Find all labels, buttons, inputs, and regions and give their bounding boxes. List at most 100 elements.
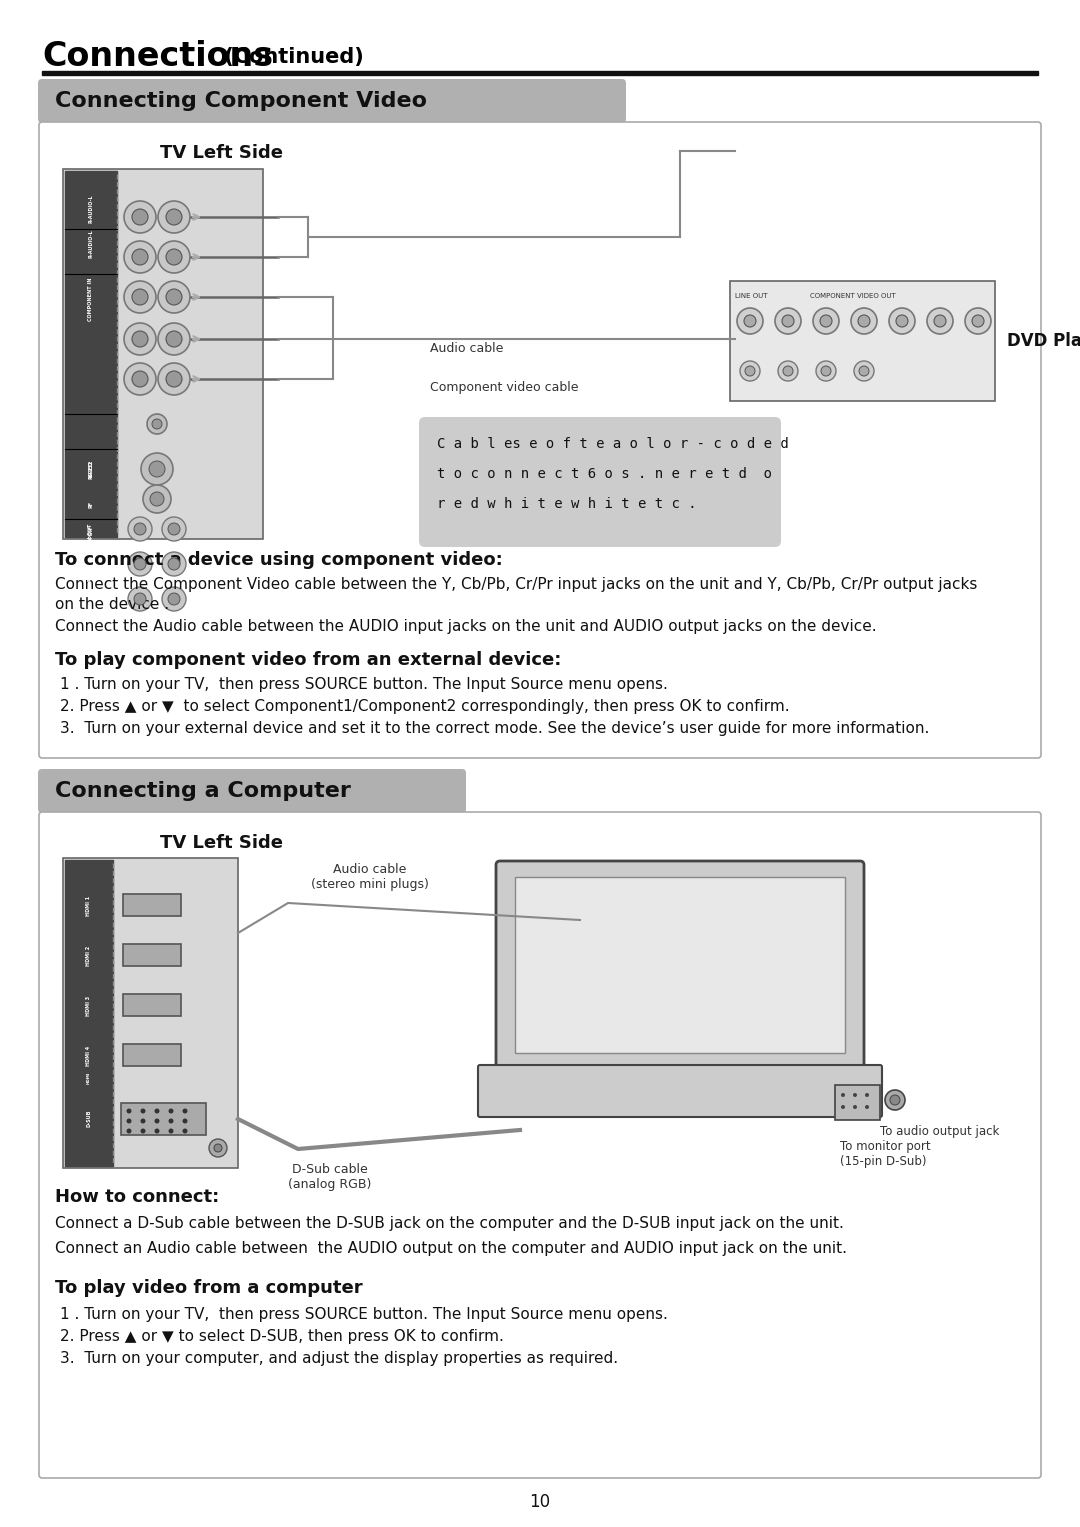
Circle shape — [158, 324, 190, 354]
Text: Audio cable: Audio cable — [430, 342, 503, 354]
Circle shape — [183, 1118, 188, 1124]
Circle shape — [214, 1144, 222, 1151]
Circle shape — [820, 315, 832, 327]
Circle shape — [129, 551, 152, 576]
FancyBboxPatch shape — [38, 770, 465, 812]
Circle shape — [183, 1109, 188, 1113]
Circle shape — [934, 315, 946, 327]
Text: C a b l es e o f t e a o l o r - c o d e d: C a b l es e o f t e a o l o r - c o d e… — [437, 437, 788, 450]
Circle shape — [166, 331, 183, 347]
Circle shape — [183, 1128, 188, 1133]
Circle shape — [168, 1128, 174, 1133]
Circle shape — [129, 518, 152, 541]
Circle shape — [740, 360, 760, 382]
Text: Connect the Component Video cable between the Y, Cb/Pb, Cr/Pr input jacks on the: Connect the Component Video cable betwee… — [55, 577, 977, 592]
FancyBboxPatch shape — [123, 994, 181, 1015]
Circle shape — [783, 366, 793, 376]
Circle shape — [132, 209, 148, 224]
Circle shape — [150, 492, 164, 505]
Text: To monitor port
(15-pin D-Sub): To monitor port (15-pin D-Sub) — [840, 1141, 931, 1168]
Circle shape — [162, 518, 186, 541]
Text: Connect an Audio cable between  the AUDIO output on the computer and AUDIO input: Connect an Audio cable between the AUDIO… — [55, 1241, 847, 1257]
Circle shape — [166, 289, 183, 305]
Circle shape — [158, 241, 190, 273]
FancyBboxPatch shape — [835, 1086, 880, 1119]
Circle shape — [166, 371, 183, 386]
Text: HDMI 2: HDMI 2 — [86, 945, 92, 967]
Circle shape — [158, 363, 190, 395]
Circle shape — [126, 1118, 132, 1124]
Text: To connect a device using component video:: To connect a device using component vide… — [55, 551, 503, 570]
Circle shape — [859, 366, 869, 376]
Text: R-AUDIO-L: R-AUDIO-L — [89, 229, 94, 258]
Circle shape — [775, 308, 801, 334]
Circle shape — [158, 281, 190, 313]
Circle shape — [124, 363, 156, 395]
Text: DVD Player: DVD Player — [1007, 331, 1080, 350]
Text: Connecting a Computer: Connecting a Computer — [55, 780, 351, 802]
Circle shape — [168, 1118, 174, 1124]
Circle shape — [134, 557, 146, 570]
Circle shape — [154, 1118, 160, 1124]
Text: 3.  Turn on your computer, and adjust the display properties as required.: 3. Turn on your computer, and adjust the… — [60, 1351, 618, 1367]
Text: Connect a D-Sub cable between the D-SUB jack on the computer and the D-SUB input: Connect a D-Sub cable between the D-SUB … — [55, 1215, 843, 1231]
Circle shape — [841, 1106, 845, 1109]
Circle shape — [158, 202, 190, 234]
FancyBboxPatch shape — [515, 876, 845, 1054]
Text: HDMI 1: HDMI 1 — [86, 896, 92, 916]
Text: 2. Press ▲ or ▼  to select Component1/Component2 correspondingly, then press OK : 2. Press ▲ or ▼ to select Component1/Com… — [60, 699, 789, 715]
Text: AV IN: AV IN — [89, 567, 94, 582]
Circle shape — [168, 557, 180, 570]
Circle shape — [154, 1128, 160, 1133]
Text: COMPONENT VIDEO OUT: COMPONENT VIDEO OUT — [810, 293, 895, 299]
Circle shape — [168, 1109, 174, 1113]
Circle shape — [132, 249, 148, 266]
Circle shape — [166, 209, 183, 224]
Text: LINE OUT: LINE OUT — [735, 293, 768, 299]
Circle shape — [162, 551, 186, 576]
Bar — [65, 860, 113, 1167]
Circle shape — [821, 366, 831, 376]
Circle shape — [966, 308, 991, 334]
Text: VIDEO: VIDEO — [89, 461, 94, 478]
Circle shape — [129, 586, 152, 611]
Text: TV Left Side: TV Left Side — [160, 834, 283, 852]
Text: COMPONENT IN: COMPONENT IN — [89, 278, 94, 321]
Circle shape — [132, 289, 148, 305]
Circle shape — [782, 315, 794, 327]
Circle shape — [141, 454, 173, 486]
Circle shape — [896, 315, 908, 327]
Circle shape — [152, 418, 162, 429]
FancyBboxPatch shape — [419, 417, 781, 547]
Circle shape — [132, 331, 148, 347]
Text: How to connect:: How to connect: — [55, 1188, 219, 1206]
FancyBboxPatch shape — [39, 812, 1041, 1478]
Text: HDMI: HDMI — [87, 1072, 91, 1084]
Circle shape — [134, 524, 146, 534]
Circle shape — [124, 241, 156, 273]
FancyBboxPatch shape — [39, 122, 1041, 757]
Circle shape — [166, 249, 183, 266]
Circle shape — [853, 1093, 858, 1096]
Text: Audio cable
(stereo mini plugs): Audio cable (stereo mini plugs) — [311, 863, 429, 890]
Circle shape — [885, 1090, 905, 1110]
Circle shape — [889, 308, 915, 334]
FancyBboxPatch shape — [38, 79, 626, 124]
Circle shape — [132, 371, 148, 386]
FancyBboxPatch shape — [123, 893, 181, 916]
Text: S/PDIF: S/PDIF — [89, 525, 94, 544]
Circle shape — [140, 1128, 146, 1133]
FancyBboxPatch shape — [63, 169, 264, 539]
Circle shape — [147, 414, 167, 434]
Circle shape — [140, 1109, 146, 1113]
Circle shape — [162, 586, 186, 611]
Text: RS-232: RS-232 — [89, 460, 94, 478]
Circle shape — [778, 360, 798, 382]
FancyBboxPatch shape — [496, 861, 864, 1069]
Text: Component video cable: Component video cable — [430, 382, 579, 394]
Text: To audio output jack: To audio output jack — [880, 1125, 999, 1138]
Text: 1 . Turn on your TV,  then press SOURCE button. The Input Source menu opens.: 1 . Turn on your TV, then press SOURCE b… — [60, 1307, 667, 1322]
Circle shape — [744, 315, 756, 327]
Circle shape — [851, 308, 877, 334]
Text: 2. Press ▲ or ▼ to select D-SUB, then press OK to confirm.: 2. Press ▲ or ▼ to select D-SUB, then pr… — [60, 1328, 504, 1344]
